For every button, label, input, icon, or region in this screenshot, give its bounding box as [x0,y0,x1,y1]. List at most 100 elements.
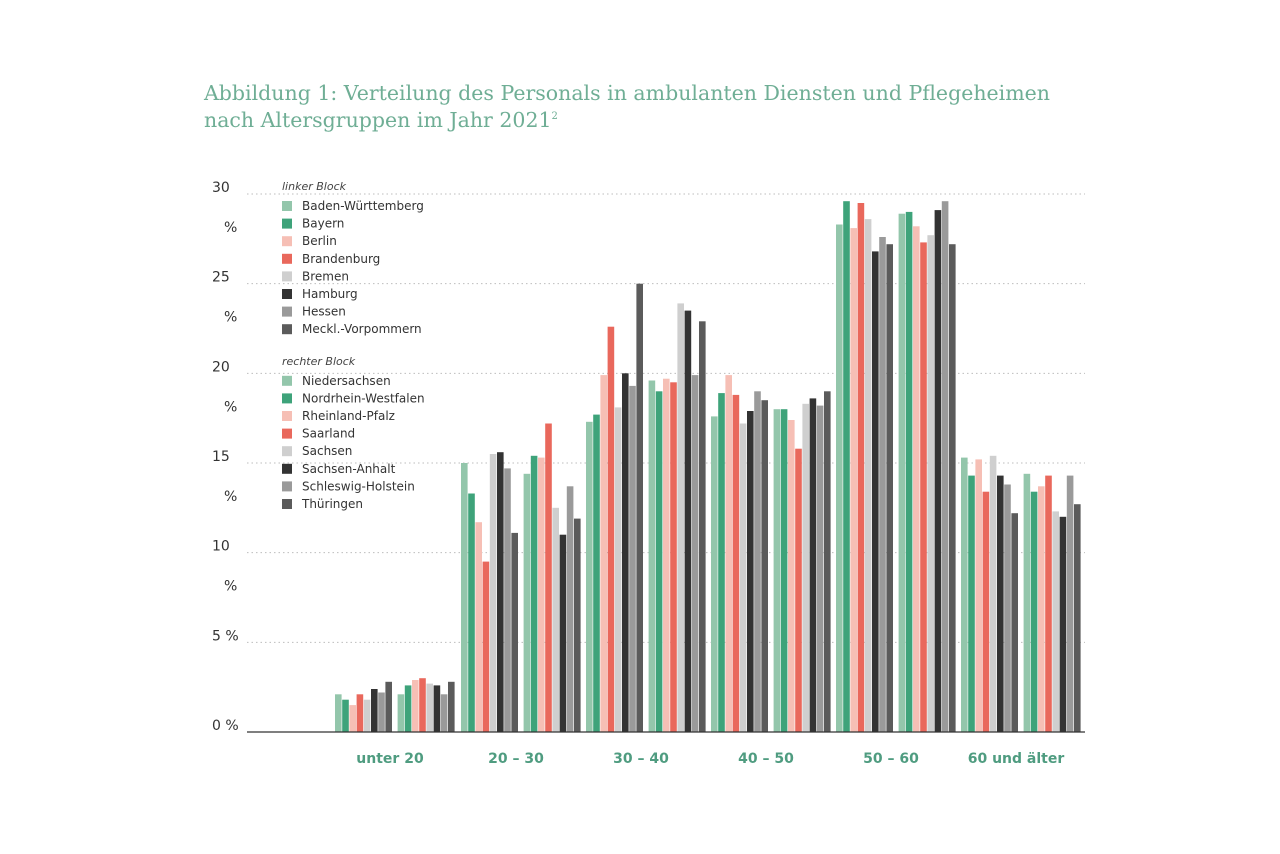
bar [1059,516,1067,732]
bar [670,382,677,732]
bar [961,457,968,732]
legend-swatch [282,306,292,317]
bar [718,393,725,732]
bar [747,411,754,732]
bar [1074,504,1081,732]
bar [566,486,574,732]
bar [593,414,600,732]
bar [622,373,629,732]
bar [739,423,747,732]
bar [648,380,656,732]
bar [461,463,468,732]
bar [968,475,975,732]
figure-title: Abbildung 1: Verteilung des Personals in… [204,81,1050,132]
bar [530,455,538,732]
bar [780,409,788,732]
bar [412,680,419,732]
legend-label: Meckl.-Vorpommern [302,322,422,336]
legend-swatch [282,218,292,229]
legend-swatch [282,201,292,211]
bar [898,213,906,732]
bar [440,694,448,732]
bar [385,681,392,732]
bar [699,321,706,732]
bar [475,522,482,732]
bar [1030,491,1038,732]
legend-swatch [282,253,292,264]
bar [989,455,997,732]
legend-swatch [282,446,292,457]
bar [1052,511,1059,732]
bar [879,237,886,732]
bar [363,699,371,732]
bar [816,405,824,732]
legend-swatch [282,236,292,247]
legend-label: Nordrhein-Westfalen [302,391,425,405]
bars [335,201,1081,733]
legend-label: Bremen [302,269,349,283]
bar [864,219,872,733]
bar [468,493,475,732]
bar [607,326,615,732]
x-axis-ticks: unter 20 20 – 30 30 – 40 40 – 50 50 – 60 60 u… [356,751,1064,767]
bar [511,532,518,732]
bar [356,694,364,732]
bar [913,226,920,733]
bar [629,385,636,732]
bar [691,375,699,732]
legend-label: Hessen [302,305,346,319]
legend-swatch [282,289,292,299]
x-tick-label: 60 und älter [968,751,1065,767]
bar [663,378,670,732]
bar [1038,486,1045,732]
legend-label: Niedersachsen [302,374,391,388]
bar [857,203,865,732]
legend: linker Block Baden-Württemberg Bayern Berli… [282,180,425,511]
y-tick-unit: % [224,399,237,415]
bar [378,692,385,732]
legend-label: Thüringen [301,497,363,511]
legend-swatch [282,481,292,492]
bar [559,534,567,732]
bar [905,211,913,732]
bar [773,409,781,732]
bar [982,491,990,732]
bar [371,689,378,732]
bar [788,420,795,732]
y-tick-value: 10 [212,539,230,555]
x-tick-label: 30 – 40 [613,751,669,767]
legend-swatch [282,375,292,386]
legend-label: Baden-Württemberg [302,199,424,213]
bar [761,400,768,732]
bar [836,224,843,732]
bar [824,391,831,732]
bar [404,685,412,732]
bar [1011,513,1018,732]
y-tick-unit: % [224,310,237,326]
bar [349,705,356,732]
bar [802,403,809,732]
bar [949,244,956,732]
y-axis-ticks: 30 %25 %20 %15 %10 %5 %0 % [212,180,239,734]
bar [433,685,441,732]
bar [335,694,342,732]
bar [754,391,761,732]
legend-label: Rheinland-Pfalz [302,409,395,423]
bar [997,475,1004,732]
bar [574,518,581,732]
bar [523,473,531,732]
bar [920,242,927,732]
legend-label: Hamburg [302,287,358,301]
bar [489,454,497,732]
bar [614,407,622,732]
bar [795,448,802,732]
bar [809,398,817,732]
legend-label: Bayern [302,217,344,231]
y-tick-value: 15 [212,449,230,465]
bar [1004,484,1011,732]
legend-swatch [282,428,292,439]
legend-title: linker Block [282,180,347,193]
y-tick-label: 5 % [212,628,239,644]
bar [684,310,692,732]
